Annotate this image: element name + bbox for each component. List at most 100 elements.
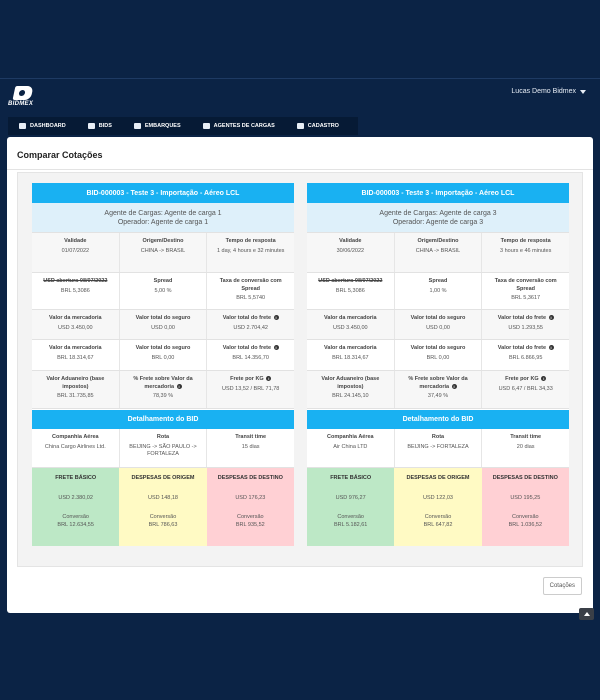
info-icon[interactable]: i [548, 315, 554, 321]
desp-destino-label: DESPESAS DE DESTINO [492, 475, 558, 481]
desp-origem-block: DESPESAS DE ORIGEM USD 148,18 Conversão BRL… [119, 468, 207, 546]
merc-brl-cell: Valor da mercadoria BRL 18.314,67 [32, 340, 120, 370]
brand-logo[interactable]: BIDMEX [8, 86, 42, 108]
spread-cell: Spread 1,00 % [395, 273, 483, 309]
usd-abertura-cell: USD abertura 08/07/2022 BRL 5,3086 [32, 273, 120, 309]
frete-label: Valor total do frete [497, 315, 547, 321]
transit-cell: Transit time 15 dias [207, 429, 294, 467]
merc-usd-cell: Valor da mercadoria USD 3.450,00 [32, 310, 120, 339]
info-icon[interactable]: i [548, 345, 554, 351]
origem-label: Origem/Destino [142, 238, 184, 244]
dashboard-icon [19, 123, 26, 129]
frete-basico-usd: USD 2.380,02 [58, 494, 93, 501]
nav-dashboard[interactable]: DASHBOARD [8, 117, 77, 135]
carrier-row: Companhia Aérea Air China LTD Rota BEIJING… [307, 429, 569, 468]
companhia-cell: Companhia Aérea Air China LTD [307, 429, 395, 467]
seguro-brl-value: BRL 0,00 [426, 354, 450, 361]
perc-frete-cell: % Frete sobre Valor da mercadoria i 37,49… [395, 371, 483, 408]
brl-values-row: Valor da mercadoria BRL 18.314,67 Valor t… [307, 340, 569, 371]
info-icon[interactable]: i [266, 376, 272, 382]
operator-name: Operador: Agente de carga 1 [117, 219, 209, 226]
frete-brl-cell: Valor total do frete i BRL 14.356,70 [207, 340, 294, 370]
info-icon[interactable]: i [541, 376, 547, 382]
seguro-usd-cell: Valor total do seguro USD 0,00 [120, 310, 208, 339]
bid-title: BID-000003 - Teste 3 - Importação - Aére… [32, 183, 294, 203]
rota-label: Rota [431, 434, 445, 440]
frete-kg-cell: Frete por KG i USD 13,52 / BRL 71,78 [207, 371, 294, 408]
desp-origem-usd: USD 148,18 [148, 494, 178, 501]
brand-name: BIDMEX [8, 101, 34, 107]
brl-values-row: Valor da mercadoria BRL 18.314,67 Valor t… [32, 340, 294, 371]
frete-brl-value: BRL 14.356,70 [232, 354, 269, 361]
nav-cadastro-label: CADASTRO [307, 123, 339, 129]
aduaneiro-cell: Valor Aduaneiro (base impostos) BRL 24.14… [307, 371, 395, 408]
tempo-value: 1 day, 4 hours e 32 minutes [216, 247, 285, 254]
info-icon[interactable]: i [273, 315, 279, 321]
exchange-row: USD abertura 08/07/2022 BRL 5,3086 Spread… [307, 273, 569, 310]
transit-cell: Transit time 20 dias [482, 429, 569, 467]
frete-kg-label: Frete por KG [230, 376, 264, 382]
scroll-to-top-button[interactable] [579, 608, 594, 620]
aduaneiro-value: BRL 31.735,85 [57, 393, 94, 399]
taxa-value: BRL 5,5740 [236, 295, 266, 301]
merc-usd-value: USD 3.450,00 [333, 324, 368, 331]
user-menu[interactable]: Lucas Demo Bidmex [511, 88, 586, 95]
aduaneiro-label: Valor Aduaneiro (base impostos) [46, 376, 105, 390]
info-icon[interactable]: i [451, 383, 457, 389]
transit-value: 20 dias [516, 443, 535, 450]
usd-abertura-cell: USD abertura 08/07/2022 BRL 5,3086 [307, 273, 395, 309]
carrier-row: Companhia Aérea China Cargo Airlines Ltd.… [32, 429, 294, 468]
main-nav: DASHBOARD BIDS EMBARQUES AGENTES DE CARG… [8, 117, 358, 135]
nav-embarques[interactable]: EMBARQUES [123, 117, 192, 135]
seguro-label: Valor total do seguro [135, 315, 191, 321]
perc-frete-cell: % Frete sobre Valor da mercadoria i 78,39… [120, 371, 208, 408]
nav-bids[interactable]: BIDS [77, 117, 123, 135]
desp-destino-label: DESPESAS DE DESTINO [217, 475, 283, 481]
desp-destino-usd: USD 195,25 [510, 494, 541, 501]
nav-embarques-label: EMBARQUES [144, 123, 181, 129]
validade-label: Validade [339, 238, 362, 244]
desp-destino-brl: BRL 1.036,52 [508, 521, 543, 528]
chevron-down-icon [580, 89, 586, 94]
validade-cell: Validade 30/06/2022 [307, 233, 395, 272]
transit-label: Transit time [235, 434, 267, 440]
taxes-row: Valor Aduaneiro (base impostos) BRL 31.73… [32, 371, 294, 409]
companhia-value: China Cargo Airlines Ltd. [44, 443, 106, 450]
validade-label: Validade [64, 238, 87, 244]
companhia-label: Companhia Aérea [327, 434, 374, 440]
desp-origem-usd: USD 122,03 [423, 494, 453, 501]
usd-abertura-value: BRL 5,3086 [335, 287, 365, 294]
usd-abertura-label: USD abertura 08/07/2022 [318, 278, 383, 284]
origem-value: CHINA -> BRASIL [415, 247, 461, 254]
tempo-label: Tempo de resposta [500, 238, 551, 244]
cotacoes-button[interactable]: Cotações [542, 577, 582, 595]
seguro-usd-value: USD 0,00 [151, 324, 175, 331]
bid-card-2: BID-000003 - Teste 3 - Importação - Aére… [307, 183, 569, 546]
usd-values-row: Valor da mercadoria USD 3.450,00 Valor to… [307, 310, 569, 340]
frete-basico-brl: BRL 5.182,61 [333, 521, 368, 528]
frete-basico-block: FRETE BÁSICO USD 2.380,02 Conversão BRL 12.… [32, 468, 120, 546]
aduaneiro-value: BRL 24.145,10 [332, 393, 369, 399]
conversao-label: Conversão [237, 514, 264, 520]
validade-value: 30/06/2022 [336, 247, 365, 254]
info-icon[interactable]: i [273, 345, 279, 351]
summary-row: Validade 30/06/2022 Origem/Destino CHINA -… [307, 233, 569, 273]
desp-destino-block: DESPESAS DE DESTINO USD 176,23 Conversão BR… [206, 468, 294, 546]
frete-kg-value: USD 6,47 / BRL 34,33 [498, 385, 553, 392]
taxa-cell: Taxa de conversão com Spread BRL 5,3617 [482, 273, 569, 309]
spread-label: Spread [153, 278, 173, 284]
spread-cell: Spread 5,00 % [120, 273, 208, 309]
detail-title: Detalhamento do BID [307, 410, 569, 429]
nav-cadastro[interactable]: CADASTRO [286, 117, 350, 135]
frete-usd-value: USD 1.293,55 [508, 324, 543, 331]
conversao-label: Conversão [512, 514, 539, 520]
taxa-value: BRL 5,3617 [511, 295, 541, 301]
rota-value: BEIJING -> FORTALEZA [407, 443, 469, 450]
seguro-label: Valor total do seguro [410, 345, 466, 351]
frete-brl-value: BRL 6.866,95 [508, 354, 543, 361]
perc-frete-value: 37,49 % [427, 393, 449, 399]
seguro-label: Valor total do seguro [135, 345, 191, 351]
seguro-usd-value: USD 0,00 [426, 324, 450, 331]
nav-agentes[interactable]: AGENTES DE CARGAS [192, 117, 286, 135]
info-icon[interactable]: i [176, 383, 182, 389]
